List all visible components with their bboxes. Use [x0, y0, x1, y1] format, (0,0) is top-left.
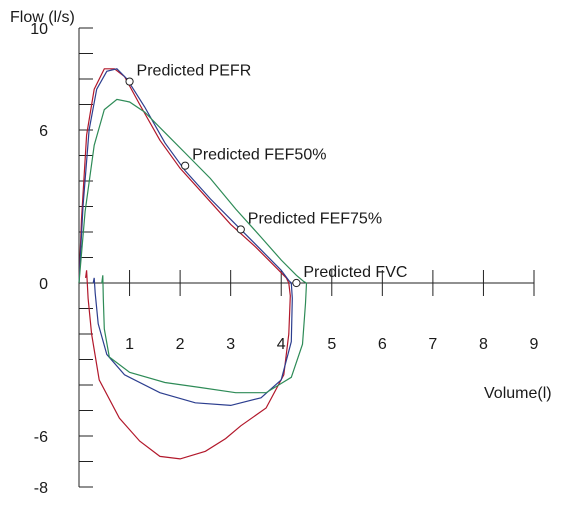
predicted-label: Predicted FEF50% — [192, 147, 326, 164]
x-tick-label: 1 — [125, 336, 134, 353]
y-tick-label: -8 — [34, 480, 48, 497]
predicted-label: Predicted PEFR — [137, 63, 252, 80]
x-tick-label: 3 — [226, 336, 235, 353]
x-tick-label: 9 — [530, 336, 539, 353]
y-tick-label: -6 — [34, 429, 48, 446]
y-tick-label: 0 — [39, 276, 48, 293]
x-tick-label: 4 — [277, 336, 286, 353]
y-tick-label: 6 — [39, 123, 48, 140]
x-tick-label: 8 — [479, 336, 488, 353]
series-1-line — [78, 68, 291, 460]
series-2-line — [78, 68, 293, 407]
predicted-marker — [236, 225, 245, 234]
curves — [78, 68, 308, 460]
predicted-label: Predicted FVC — [303, 264, 407, 281]
predicted-marker — [125, 77, 134, 86]
predicted-marker — [292, 278, 301, 288]
x-tick-label: 6 — [378, 336, 387, 353]
predicted-markers: Predicted PEFR Predicted FEF50% Predicted … — [125, 63, 407, 288]
series-3-line — [78, 98, 308, 394]
y-axis-label: Flow (l/s) — [10, 9, 75, 26]
x-tick-label: 5 — [327, 336, 336, 353]
predicted-marker — [181, 161, 190, 170]
x-tick-label: 2 — [176, 336, 185, 353]
predicted-label: Predicted FEF75% — [248, 210, 382, 227]
x-axis-label: Volume(l) — [484, 385, 552, 402]
y-tick-label: 10 — [30, 21, 48, 38]
axes: 1 2 3 4 5 6 7 8 9 10 6 0 -6 -8 — [30, 21, 538, 497]
x-tick-label: 7 — [428, 336, 437, 353]
